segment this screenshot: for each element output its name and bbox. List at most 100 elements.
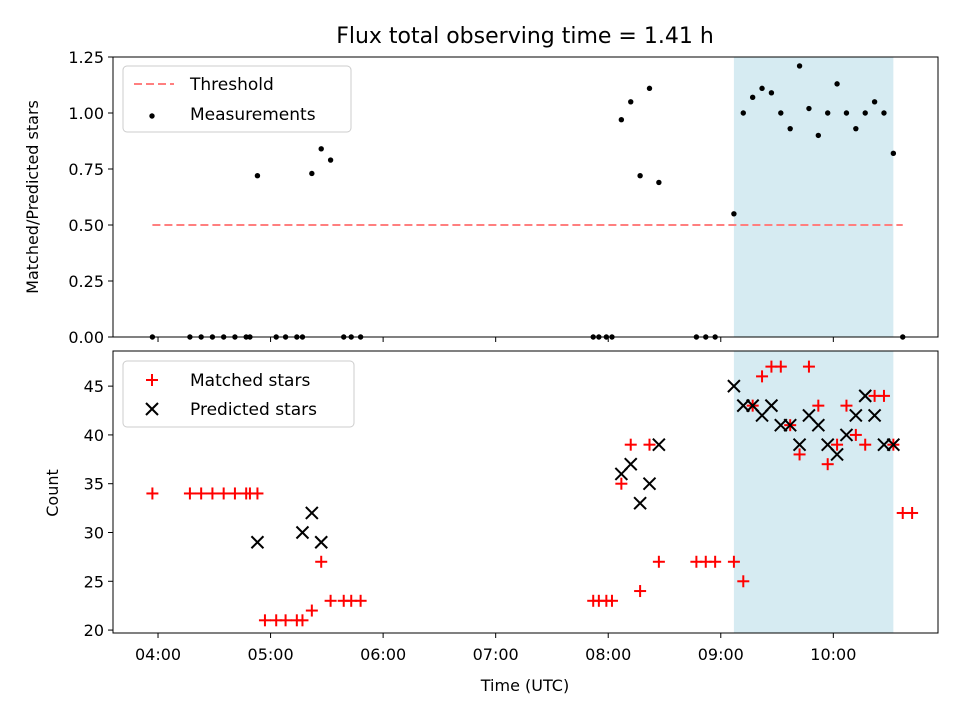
x-tick-label: 07:00 <box>473 645 519 664</box>
measurement-point <box>871 99 878 105</box>
matched-star-point <box>821 458 834 471</box>
predicted-star-point <box>727 379 741 393</box>
measurement-point <box>731 211 737 217</box>
chart-title: Flux total observing time = 1.41 h <box>336 24 714 49</box>
x-tick-label: 06:00 <box>360 645 406 664</box>
measurement-point <box>890 150 897 157</box>
matched-star-point <box>643 438 656 451</box>
matched-star-point <box>624 438 637 451</box>
bottom-y-tick-label: 35 <box>84 475 104 494</box>
predicted-star-point <box>839 428 854 442</box>
top-y-tick-label: 1.25 <box>68 48 104 67</box>
x-tick-label: 08:00 <box>585 645 631 664</box>
matched-star-point <box>305 604 318 617</box>
legend-matched-label: Matched stars <box>190 371 310 391</box>
matched-star-point <box>737 575 750 588</box>
matched-star-point <box>756 370 769 383</box>
predicted-star-point <box>633 496 647 510</box>
predicted-star-point <box>314 535 328 549</box>
matched-star-point <box>183 487 196 500</box>
legend-threshold-label: Threshold <box>189 75 274 95</box>
x-axis-label: Time (UTC) <box>480 676 569 695</box>
matched-star-point <box>228 487 241 500</box>
matched-star-point <box>195 487 208 500</box>
predicted-star-point <box>867 408 882 423</box>
predicted-star-point <box>305 506 319 520</box>
matched-star-point <box>906 506 919 519</box>
bottom-y-tick-label: 25 <box>84 572 104 591</box>
top-legend: Threshold Measurements <box>122 65 352 133</box>
measurement-point <box>759 85 765 92</box>
legend-predicted-swatch <box>145 402 159 416</box>
measurement-point <box>618 117 625 123</box>
measurement-point <box>318 146 324 152</box>
measurement-point <box>740 110 746 116</box>
matched-star-point <box>831 438 844 451</box>
top-y-tick-label: 0.00 <box>68 328 104 347</box>
top-y-axis-label: Matched/Predicted stars <box>23 100 42 294</box>
legend-matched-swatch <box>146 374 158 386</box>
top-shaded-span <box>733 57 894 337</box>
legend-predicted-label: Predicted stars <box>190 400 317 420</box>
top-y-tick-label: 0.25 <box>68 272 104 291</box>
matched-star-point <box>727 555 740 568</box>
predicted-star-point <box>783 418 797 432</box>
matched-star-point <box>652 555 665 568</box>
bottom-y-tick-label: 30 <box>84 523 104 542</box>
matched-star-point <box>793 448 806 461</box>
bottom-y-tick-label: 20 <box>84 621 104 640</box>
predicted-star-point <box>652 437 666 452</box>
bottom-y-tick-label: 40 <box>84 426 104 445</box>
measurement-point <box>637 173 643 179</box>
measurement-point <box>778 110 784 116</box>
matched-star-point <box>605 594 618 607</box>
matched-star-point <box>206 487 219 500</box>
measurement-point <box>834 81 840 87</box>
bottom-panel: 04:00 05:00 06:00 07:00 08:00 09:00 10:00 20 25… <box>43 350 939 695</box>
x-tick-label: 09:00 <box>698 645 744 664</box>
measurement-point <box>862 110 868 116</box>
predicted-star-point <box>624 457 638 471</box>
measurement-point <box>843 110 850 116</box>
predicted-star-point <box>858 389 872 403</box>
predicted-star-point <box>811 418 826 432</box>
predicted-star-point <box>764 398 779 413</box>
matched-star-point <box>296 614 309 627</box>
top-y-tick-label: 0.50 <box>68 216 104 235</box>
matched-star-point <box>251 487 264 500</box>
matched-star-point <box>324 594 337 607</box>
x-tick-label: 10:00 <box>810 645 856 664</box>
matched-star-point <box>258 614 271 627</box>
matched-star-point <box>709 555 722 568</box>
bottom-legend: Matched stars Predicted stars <box>122 360 355 428</box>
matched-star-point <box>859 438 872 451</box>
matched-star-point <box>849 428 862 441</box>
measurement-point <box>656 179 662 186</box>
predicted-star-point <box>886 437 901 452</box>
predicted-star-point <box>250 535 265 549</box>
measurement-point <box>796 63 803 69</box>
matched-star-point <box>217 487 230 500</box>
measurement-point <box>806 105 812 112</box>
matched-star-point <box>840 399 853 412</box>
matched-star-point <box>279 614 292 627</box>
matched-star-point <box>774 360 787 373</box>
measurement-point <box>881 110 887 116</box>
predicted-star-point <box>295 525 310 540</box>
predicted-star-point <box>849 408 863 423</box>
measurement-point <box>646 85 653 92</box>
matched-star-point <box>812 399 825 412</box>
measurement-point <box>749 94 756 101</box>
legend-measurements-swatch <box>149 113 155 119</box>
bottom-y-tick-label: 45 <box>84 377 104 396</box>
top-y-tick-label: 0.75 <box>68 160 104 179</box>
measurement-point <box>254 173 261 179</box>
matched-star-point <box>877 389 890 402</box>
bottom-axes-frame <box>112 350 939 634</box>
bottom-shaded-span <box>733 351 894 633</box>
predicted-star-point <box>830 447 844 462</box>
matched-star-point <box>634 585 647 598</box>
matched-star-point <box>354 594 367 607</box>
measurement-point <box>768 90 775 96</box>
